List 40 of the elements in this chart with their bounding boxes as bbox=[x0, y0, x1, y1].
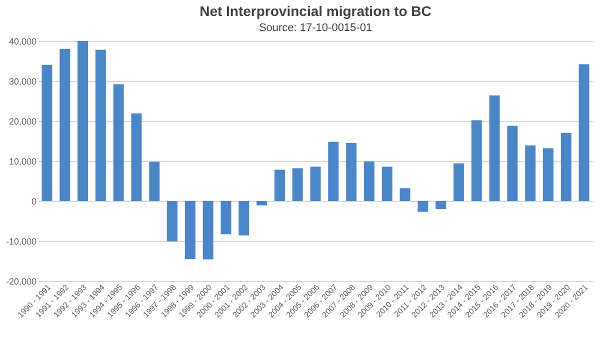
bar bbox=[364, 161, 374, 201]
y-tick-label: 20,000 bbox=[8, 116, 36, 126]
y-tick-label: 40,000 bbox=[8, 36, 36, 46]
bar bbox=[525, 145, 536, 201]
bar bbox=[328, 142, 339, 201]
bar bbox=[418, 201, 428, 212]
bar bbox=[471, 120, 482, 201]
bar bbox=[238, 201, 250, 236]
bar bbox=[436, 201, 446, 209]
bar bbox=[149, 162, 160, 201]
y-tick-label: 30,000 bbox=[8, 76, 36, 86]
bar bbox=[95, 50, 106, 201]
bar bbox=[256, 201, 268, 206]
bar bbox=[560, 133, 572, 201]
chart-subtitle: Source: 17-10-0015-01 bbox=[258, 22, 372, 34]
bar bbox=[489, 95, 500, 201]
bar bbox=[131, 113, 142, 201]
bar bbox=[202, 201, 214, 260]
bar bbox=[310, 166, 321, 201]
bar bbox=[42, 65, 52, 201]
bar bbox=[220, 201, 232, 234]
bar bbox=[78, 41, 88, 201]
bar bbox=[292, 168, 303, 201]
bar bbox=[274, 170, 285, 201]
bar bbox=[382, 166, 392, 201]
bar bbox=[60, 49, 70, 201]
y-tick-label: 10,000 bbox=[8, 156, 36, 166]
bar bbox=[578, 64, 590, 201]
bar bbox=[346, 143, 357, 201]
bar bbox=[453, 163, 464, 201]
y-tick-label: 0 bbox=[31, 196, 36, 206]
bar bbox=[167, 201, 178, 242]
bar bbox=[184, 201, 196, 259]
bar bbox=[400, 188, 410, 201]
y-tick-label: -10,000 bbox=[6, 236, 36, 246]
bar bbox=[543, 148, 554, 201]
bar bbox=[113, 84, 124, 201]
bar bbox=[507, 126, 518, 201]
y-tick-label: -20,000 bbox=[6, 276, 36, 286]
chart-title: Net Interprovincial migration to BC bbox=[200, 3, 432, 19]
